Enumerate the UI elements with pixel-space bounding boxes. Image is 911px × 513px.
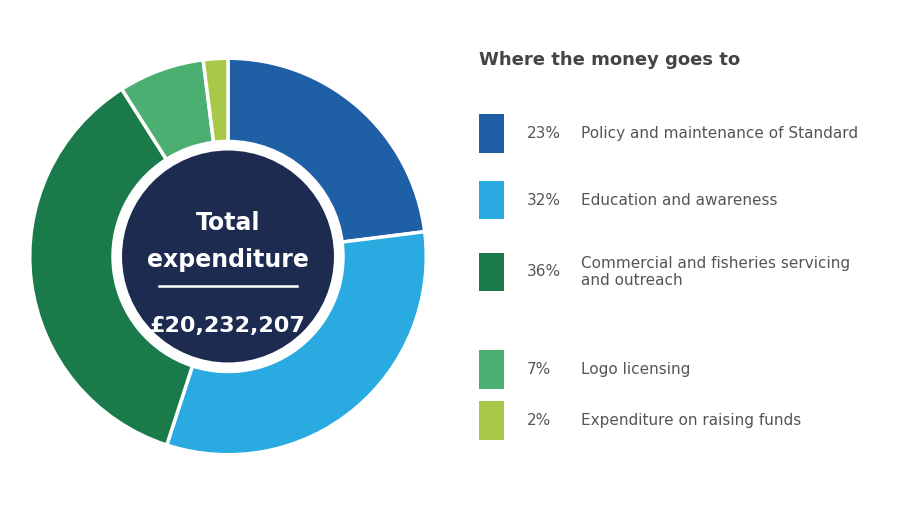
Text: Education and awareness: Education and awareness [581, 192, 777, 208]
Text: 2%: 2% [527, 413, 550, 428]
Wedge shape [167, 232, 425, 455]
Text: 23%: 23% [527, 126, 560, 141]
FancyBboxPatch shape [478, 401, 503, 440]
Text: 32%: 32% [527, 192, 560, 208]
FancyBboxPatch shape [478, 181, 503, 220]
Circle shape [120, 148, 335, 365]
Text: £20,232,207: £20,232,207 [150, 316, 305, 336]
Text: Logo licensing: Logo licensing [581, 362, 690, 377]
FancyBboxPatch shape [478, 253, 503, 291]
Text: Commercial and fisheries servicing
and outreach: Commercial and fisheries servicing and o… [581, 255, 850, 288]
Text: Expenditure on raising funds: Expenditure on raising funds [581, 413, 801, 428]
Wedge shape [30, 89, 192, 445]
Text: Where the money goes to: Where the money goes to [478, 51, 739, 69]
Text: 36%: 36% [527, 264, 560, 280]
Wedge shape [228, 58, 425, 242]
Wedge shape [122, 60, 213, 160]
Text: Total: Total [196, 211, 260, 235]
FancyBboxPatch shape [478, 114, 503, 153]
Text: expenditure: expenditure [147, 248, 309, 272]
Text: Policy and maintenance of Standard: Policy and maintenance of Standard [581, 126, 857, 141]
Wedge shape [203, 58, 228, 143]
FancyBboxPatch shape [478, 350, 503, 389]
Text: 7%: 7% [527, 362, 550, 377]
